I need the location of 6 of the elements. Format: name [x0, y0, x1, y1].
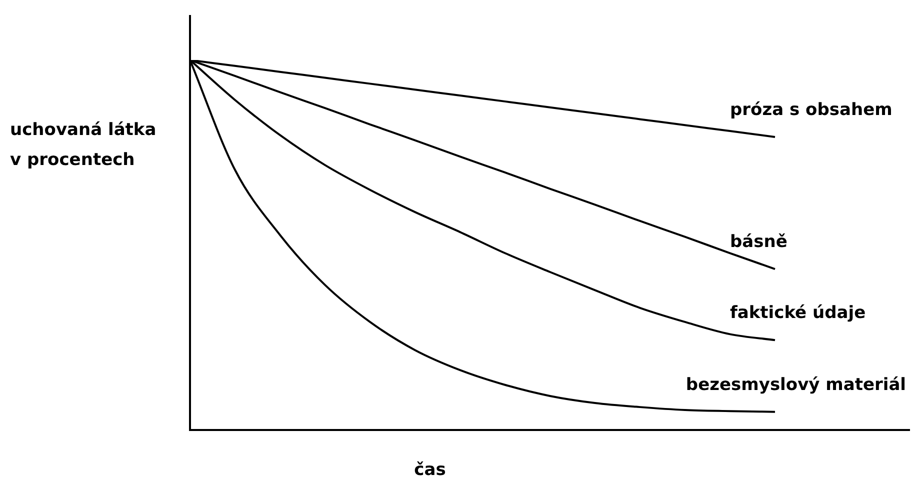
series-label: bezesmyslový materiál: [686, 374, 906, 395]
series-label: faktické údaje: [730, 303, 866, 324]
series-label: próza s obsahem: [730, 100, 892, 120]
series-label: básně: [730, 232, 788, 252]
y-axis-title: uchovaná látka v procentech: [10, 120, 156, 170]
x-axis-title: čas: [414, 460, 446, 480]
